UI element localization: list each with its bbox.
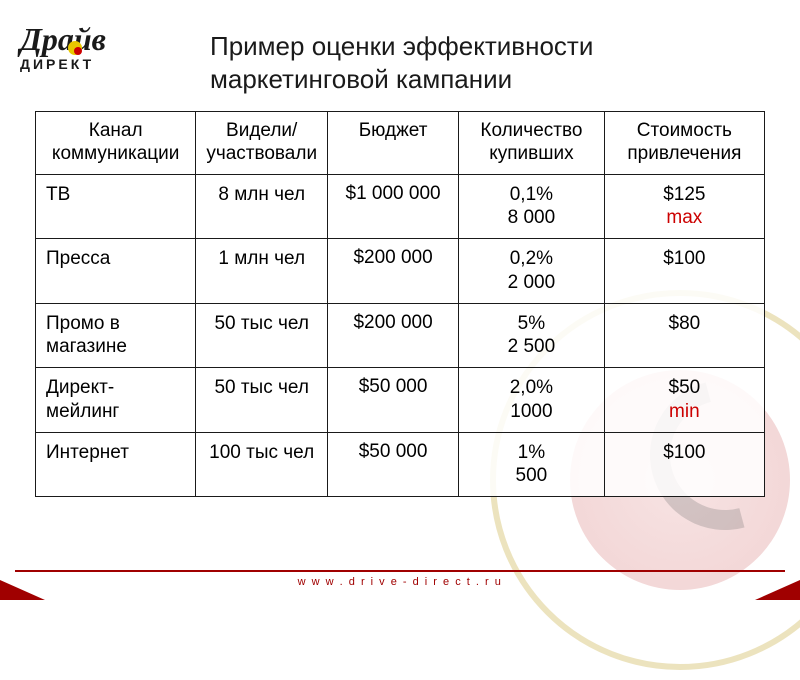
table-row: Промо в магазине50 тыс чел$200 0005%2 50… [36,303,765,368]
cell-budget: $200 000 [328,239,459,304]
cell-seen: 1 млн чел [196,239,328,304]
cell-budget: $1 000 000 [328,174,459,239]
logo: Драйв ДИРЕКТ [20,25,106,72]
cell-buyers: 2,0%1000 [459,368,605,433]
table-row: ТВ8 млн чел$1 000 0000,1%8 000$125max [36,174,765,239]
footer-line [15,570,785,572]
table-header-row: Канал коммуникации Видели/ участвовали Б… [36,112,765,175]
cell-budget: $50 000 [328,432,459,497]
col-seen: Видели/ участвовали [196,112,328,175]
footer-url: w w w . d r i v e - d i r e c t . r u [0,576,800,588]
cell-buyers: 1%500 [459,432,605,497]
footer: w w w . d r i v e - d i r e c t . r u [0,570,800,600]
cell-channel: ТВ [36,174,196,239]
cell-channel: Интернет [36,432,196,497]
col-cost: Стоимость привлечения [604,112,764,175]
cell-seen: 50 тыс чел [196,303,328,368]
cell-budget: $50 000 [328,368,459,433]
cell-cost: $50min [604,368,764,433]
cell-cost: $80 [604,303,764,368]
slide-title: Пример оценки эффективности маркетингово… [210,30,765,95]
cell-seen: 8 млн чел [196,174,328,239]
cell-buyers: 0,2%2 000 [459,239,605,304]
logo-bottom-text: ДИРЕКТ [20,56,106,72]
table-row: Пресса1 млн чел$200 0000,2%2 000$100 [36,239,765,304]
cell-budget: $200 000 [328,303,459,368]
col-budget: Бюджет [328,112,459,175]
effectiveness-table: Канал коммуникации Видели/ участвовали Б… [35,111,765,497]
logo-top-text: Драйв [20,25,106,54]
cell-channel: Промо в магазине [36,303,196,368]
cell-cost: $100 [604,239,764,304]
cell-buyers: 0,1%8 000 [459,174,605,239]
col-buyers: Количество купивших [459,112,605,175]
cell-channel: Директ-мейлинг [36,368,196,433]
cell-cost: $100 [604,432,764,497]
cell-seen: 100 тыс чел [196,432,328,497]
cell-buyers: 5%2 500 [459,303,605,368]
col-channel: Канал коммуникации [36,112,196,175]
cell-seen: 50 тыс чел [196,368,328,433]
cell-cost: $125max [604,174,764,239]
logo-dot-red-icon [74,47,82,55]
table-row: Директ-мейлинг50 тыс чел$50 0002,0%1000$… [36,368,765,433]
table-row: Интернет100 тыс чел$50 0001%500$100 [36,432,765,497]
cell-channel: Пресса [36,239,196,304]
